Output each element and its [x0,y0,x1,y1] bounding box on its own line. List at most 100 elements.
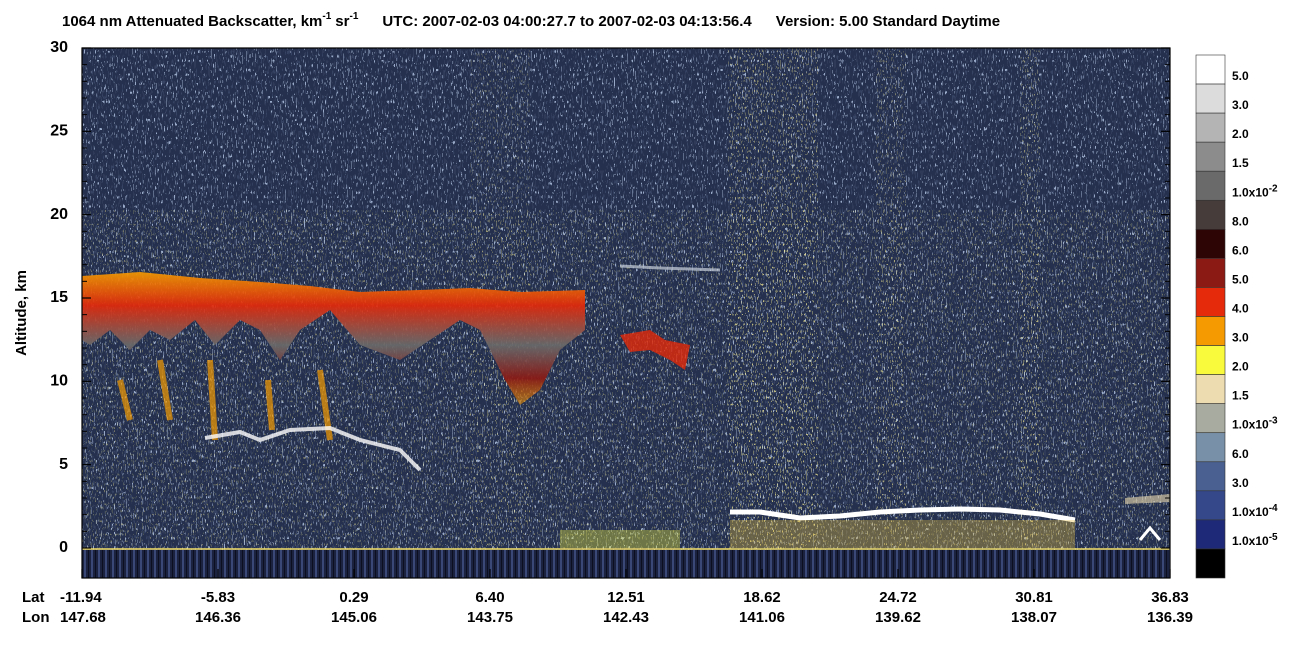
y-tick-label: 30 [50,39,68,56]
colorbar-label-text: 8.0 [1232,215,1249,229]
colorbar-label-text: 2.0 [1232,127,1249,141]
colorbar-label: 2.0 [1232,360,1249,374]
colorbar-swatch [1195,519,1226,550]
cloud-layer [730,520,1075,548]
cloud-layer [117,359,333,441]
colorbar-label-text: 2.0 [1232,360,1249,374]
colorbar-swatch [1195,170,1226,201]
colorbar-label: 6.0 [1232,244,1249,258]
cloud-layer [204,425,422,472]
field-texture [82,210,1170,550]
title-superscript: -1 [322,11,331,22]
colorbar-swatch [1195,258,1226,288]
lat-label: 12.51 [607,589,645,606]
colorbar-label: 1.0x10-2 [1232,183,1278,200]
cloud-layer [619,264,721,272]
field-texture [728,48,818,550]
colorbar-label: 5.0 [1232,69,1249,83]
y-tick-label: 25 [50,123,68,140]
colorbar-label-exponent: -5 [1269,532,1278,543]
colorbar-swatch [1195,54,1226,85]
colorbar-label: 1.0x10-3 [1232,415,1278,432]
colorbar-label-exponent: -4 [1269,503,1278,514]
y-tick-label: 0 [59,539,68,556]
field-texture [1020,48,1040,550]
y-tick-label: 5 [59,456,68,473]
lat-label: 18.62 [743,589,781,606]
colorbar-label: 1.0x10-5 [1232,532,1278,549]
colorbar-label-text: 4.0 [1232,302,1249,316]
cloud-layer [730,506,1076,523]
colorbar-label-exponent: -3 [1269,415,1278,426]
cloud-layer [1125,494,1170,504]
colorbar-swatch [1195,403,1226,434]
lon-label: 142.43 [603,609,649,626]
colorbar-label-text: 1.0x10 [1232,505,1269,519]
axes: 0 5 10 15 20 25 30 -11.94 147.68 -5.83 146.36 0.29 1… [50,39,1193,626]
title-superscript: -1 [349,11,358,22]
lat-label: -11.94 [60,589,102,606]
colorbar-label-text: 6.0 [1232,244,1249,258]
lat-label: 36.83 [1151,589,1189,606]
colorbar-label-text: 3.0 [1232,331,1249,345]
lon-label: 138.07 [1011,609,1057,626]
title-text: 1064 nm Attenuated Backscatter, km [62,13,322,30]
title-text: sr [335,13,349,30]
colorbar-label-text: 1.0x10 [1232,534,1269,548]
lon-label: 143.75 [467,609,513,626]
cloud-layer [620,330,690,370]
y-tick-label: 20 [50,206,68,223]
colorbar-swatch [1195,83,1226,114]
y-axis-label: Altitude, km [13,270,30,356]
colorbar-label-text: 5.0 [1232,273,1249,287]
colorbar-label: 3.0 [1232,98,1249,112]
y-tick-label: 10 [50,373,68,390]
x-row-label: Lon [22,609,50,626]
colorbar-label: 8.0 [1232,215,1249,229]
title-utc: UTC: 2007-02-03 04:00:27.7 to 2007-02-03… [382,13,752,30]
lat-label: -5.83 [201,589,235,606]
colorbar-swatch [1195,490,1226,521]
colorbar-swatch [1195,548,1226,579]
colorbar-swatch [1195,461,1226,492]
colorbar-swatch [1195,229,1226,259]
field-texture [876,48,906,550]
colorbar-label: 3.0 [1232,331,1249,345]
colorbar-label-exponent: -2 [1269,183,1278,194]
lon-label: 145.06 [331,609,377,626]
lat-label: 30.81 [1015,589,1053,606]
lat-label: 6.40 [475,589,504,606]
colorbar-label: 4.0 [1232,302,1249,316]
colorbar-label-text: 5.0 [1232,69,1249,83]
lon-label: 139.62 [875,609,921,626]
lon-label: 136.39 [1147,609,1193,626]
cloud-layer [1138,525,1162,541]
lon-label: 147.68 [60,609,106,626]
cloud-layer [560,530,680,548]
colorbar-label-text: 1.5 [1232,389,1249,403]
colorbar-label: 1.5 [1232,156,1249,170]
chart-title: 1064 nm Attenuated Backscatter, km-1 sr-1… [62,11,1000,30]
lat-label: 24.72 [879,589,917,606]
colorbar-swatch [1195,374,1226,404]
colorbar-label-text: 6.0 [1232,447,1249,461]
colorbar-label: 3.0 [1232,476,1249,490]
colorbar-swatch [1195,112,1226,143]
colorbar-swatch [1195,199,1226,230]
colorbar-label-text: 1.0x10 [1232,418,1269,432]
colorbar-swatch [1195,432,1226,463]
lat-label: 0.29 [339,589,368,606]
colorbar-swatch [1195,316,1226,346]
lon-label: 141.06 [739,609,785,626]
colorbar-label-text: 3.0 [1232,98,1249,112]
x-row-label: Lat [22,589,45,606]
colorbar-label-text: 3.0 [1232,476,1249,490]
lon-label: 146.36 [195,609,241,626]
colorbar-label: 1.0x10-4 [1232,503,1278,520]
cloud-layer [82,272,585,405]
colorbar-label-text: 1.0x10 [1232,185,1269,199]
colorbar-label: 5.0 [1232,273,1249,287]
colorbar-label: 2.0 [1232,127,1249,141]
title-version: Version: 5.00 Standard Daytime [776,13,1000,30]
